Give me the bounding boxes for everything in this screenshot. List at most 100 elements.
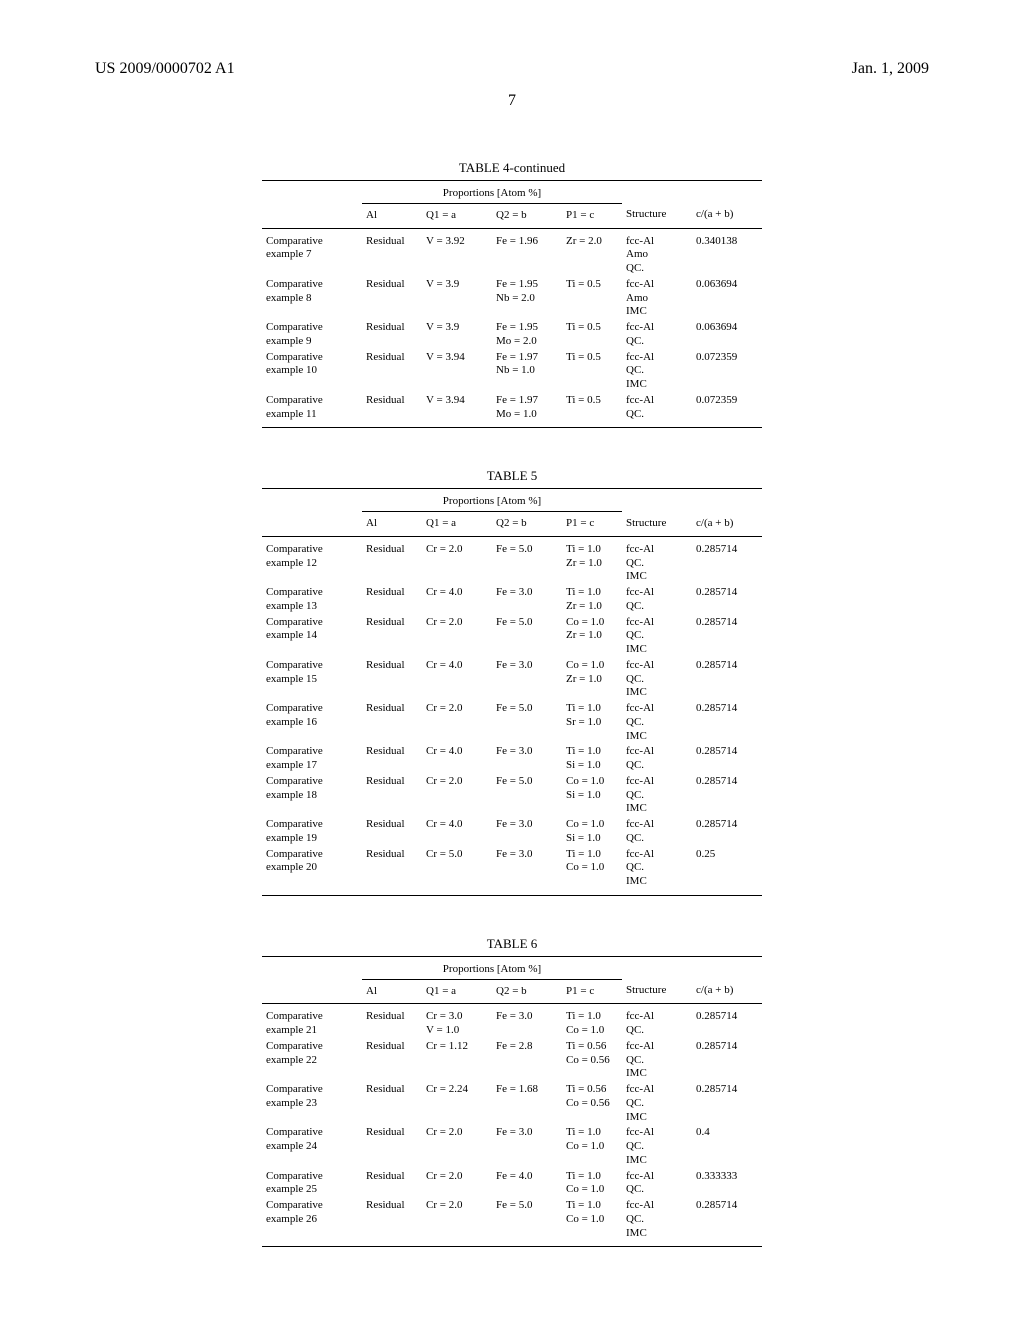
table-cell: Ti = 1.0Sr = 1.0 xyxy=(562,701,622,744)
col-header: Q2 = b xyxy=(492,979,562,1004)
table-row: Comparative example 10ResidualV = 3.94Fe… xyxy=(262,350,762,393)
table-cell: Comparative example 13 xyxy=(262,585,362,615)
table-cell: Comparative example 22 xyxy=(262,1039,362,1082)
table-cell: V = 3.9 xyxy=(422,277,492,320)
table-cell: Cr = 2.0 xyxy=(422,774,492,817)
table-cell: Comparative example 15 xyxy=(262,658,362,701)
table-cell: 0.285714 xyxy=(692,536,762,585)
table-cell: fcc-AlQC.IMC xyxy=(622,1198,692,1247)
table-row: Comparative example 24ResidualCr = 2.0Fe… xyxy=(262,1125,762,1168)
table-cell: Comparative example 10 xyxy=(262,350,362,393)
table-cell: Cr = 5.0 xyxy=(422,847,492,896)
table-cell: Residual xyxy=(362,658,422,701)
table-cell: fcc-AlQC. xyxy=(622,1004,692,1039)
table-cell: Co = 1.0Zr = 1.0 xyxy=(562,658,622,701)
table-cell: Zr = 2.0 xyxy=(562,228,622,277)
table-cell: fcc-AlQC. xyxy=(622,393,692,428)
table-block: TABLE 4-continuedProportions [Atom %]AlQ… xyxy=(262,160,762,428)
table-cell: Cr = 3.0V = 1.0 xyxy=(422,1004,492,1039)
tables-host: TABLE 4-continuedProportions [Atom %]AlQ… xyxy=(95,160,929,1247)
table-cell: V = 3.94 xyxy=(422,350,492,393)
table-cell: Residual xyxy=(362,1169,422,1199)
table-cell: 0.285714 xyxy=(692,1004,762,1039)
table-cell: Fe = 5.0 xyxy=(492,615,562,658)
table-cell: Comparative example 20 xyxy=(262,847,362,896)
table-cell: 0.285714 xyxy=(692,817,762,847)
col-header: Structure xyxy=(622,979,692,1004)
table-cell: Comparative example 12 xyxy=(262,536,362,585)
table-cell: Co = 1.0Si = 1.0 xyxy=(562,817,622,847)
table-cell: Fe = 2.8 xyxy=(492,1039,562,1082)
table-cell: fcc-AlQC.IMC xyxy=(622,774,692,817)
table-row: Comparative example 23ResidualCr = 2.24F… xyxy=(262,1082,762,1125)
col-header: Q2 = b xyxy=(492,512,562,537)
table-cell: fcc-AlQC.IMC xyxy=(622,701,692,744)
table-cell: fcc-AlQC.IMC xyxy=(622,658,692,701)
table-cell: fcc-AlAmoIMC xyxy=(622,277,692,320)
table-cell: fcc-AlQC.IMC xyxy=(622,536,692,585)
table-cell: 0.285714 xyxy=(692,615,762,658)
col-header: P1 = c xyxy=(562,979,622,1004)
table-cell: Cr = 2.0 xyxy=(422,1169,492,1199)
table-cell: 0.4 xyxy=(692,1125,762,1168)
table-cell: fcc-AlQC.IMC xyxy=(622,1082,692,1125)
col-header-empty xyxy=(622,181,692,204)
table-cell: fcc-AlQC. xyxy=(622,585,692,615)
col-header-empty xyxy=(692,181,762,204)
page-number: 7 xyxy=(95,92,929,110)
table-cell: fcc-AlQC. xyxy=(622,817,692,847)
table-cell: 0.063694 xyxy=(692,277,762,320)
table-cell: Ti = 1.0Zr = 1.0 xyxy=(562,536,622,585)
table-cell: Fe = 1.95Nb = 2.0 xyxy=(492,277,562,320)
table-cell: Cr = 2.0 xyxy=(422,1198,492,1247)
table-cell: 0.285714 xyxy=(692,701,762,744)
table-cell: Fe = 1.97Mo = 1.0 xyxy=(492,393,562,428)
col-header: Al xyxy=(362,203,422,228)
table-row: Comparative example 16ResidualCr = 2.0Fe… xyxy=(262,701,762,744)
table-cell: Comparative example 14 xyxy=(262,615,362,658)
table-row: Comparative example 18ResidualCr = 2.0Fe… xyxy=(262,774,762,817)
table-cell: Fe = 3.0 xyxy=(492,585,562,615)
table-cell: Ti = 0.56Co = 0.56 xyxy=(562,1039,622,1082)
table-cell: Residual xyxy=(362,320,422,350)
table-cell: fcc-AlQC. xyxy=(622,744,692,774)
table-row: Comparative example 22ResidualCr = 1.12F… xyxy=(262,1039,762,1082)
table-cell: Cr = 4.0 xyxy=(422,817,492,847)
col-header: Q1 = a xyxy=(422,512,492,537)
table-cell: 0.285714 xyxy=(692,585,762,615)
col-header-empty xyxy=(262,489,362,512)
col-header-empty xyxy=(692,956,762,979)
table-cell: Residual xyxy=(362,615,422,658)
table-title: TABLE 5 xyxy=(262,468,762,484)
table-cell: Fe = 1.96 xyxy=(492,228,562,277)
table-row: Comparative example 26ResidualCr = 2.0Fe… xyxy=(262,1198,762,1247)
table-cell: Ti = 0.5 xyxy=(562,277,622,320)
table-cell: 0.072359 xyxy=(692,350,762,393)
table-cell: fcc-AlAmoQC. xyxy=(622,228,692,277)
table-row: Comparative example 12ResidualCr = 2.0Fe… xyxy=(262,536,762,585)
table-cell: Fe = 3.0 xyxy=(492,744,562,774)
table-cell: Comparative example 21 xyxy=(262,1004,362,1039)
col-header: Q2 = b xyxy=(492,203,562,228)
table-row: Comparative example 15ResidualCr = 4.0Fe… xyxy=(262,658,762,701)
col-header-empty xyxy=(692,489,762,512)
table-cell: 0.285714 xyxy=(692,658,762,701)
table-row: Comparative example 8ResidualV = 3.9Fe =… xyxy=(262,277,762,320)
table-cell: 0.285714 xyxy=(692,744,762,774)
table-cell: Ti = 1.0Si = 1.0 xyxy=(562,744,622,774)
table-cell: Residual xyxy=(362,350,422,393)
table-cell: Ti = 1.0Co = 1.0 xyxy=(562,1004,622,1039)
table-row: Comparative example 21ResidualCr = 3.0V … xyxy=(262,1004,762,1039)
table-cell: Cr = 1.12 xyxy=(422,1039,492,1082)
col-header-empty xyxy=(262,956,362,979)
table-cell: V = 3.92 xyxy=(422,228,492,277)
table-title: TABLE 6 xyxy=(262,936,762,952)
table-cell: Ti = 0.5 xyxy=(562,393,622,428)
col-header xyxy=(262,203,362,228)
table-cell: fcc-AlQC.IMC xyxy=(622,615,692,658)
table-cell: Ti = 0.5 xyxy=(562,320,622,350)
table-cell: Cr = 4.0 xyxy=(422,585,492,615)
table-cell: Fe = 3.0 xyxy=(492,817,562,847)
table-cell: Residual xyxy=(362,585,422,615)
table-cell: Comparative example 11 xyxy=(262,393,362,428)
